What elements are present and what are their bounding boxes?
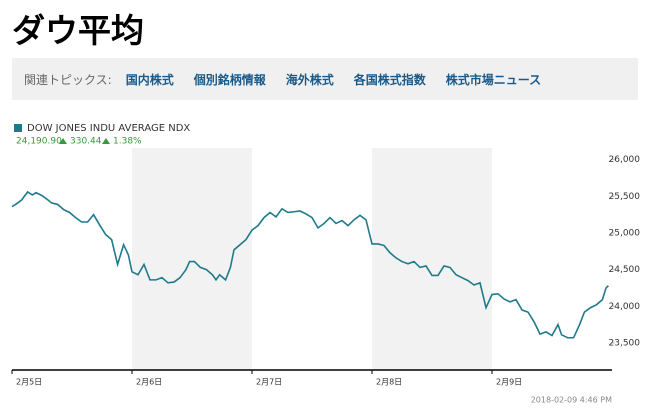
- quote-last: 24,190.90: [16, 137, 62, 147]
- quote-change: 330.44: [70, 137, 102, 147]
- x-tick-label: 2月8日: [376, 378, 402, 387]
- topic-link[interactable]: 個別銘柄情報: [193, 72, 266, 87]
- topic-link[interactable]: 海外株式: [285, 72, 334, 87]
- day-band: [132, 148, 252, 370]
- y-tick-label: 24,500: [609, 265, 641, 275]
- up-arrow: [102, 138, 110, 144]
- series-line: [11, 190, 609, 339]
- plot: 23,500 24,000 24,500 25,000 25,500 26,000 2月5日…: [11, 148, 641, 387]
- topic-link[interactable]: 国内株式: [125, 72, 174, 87]
- topics-bar: 関連トピックス: 国内株式 個別銘柄情報 海外株式 各国株式指数 株式市場ニュース: [12, 58, 638, 100]
- up-arrow: [59, 138, 67, 144]
- x-tick-label: 2月9日: [496, 378, 522, 387]
- x-tick-label: 2月6日: [136, 378, 162, 387]
- y-tick-label: 23,500: [609, 338, 641, 348]
- quote-change-pct: 1.38%: [113, 137, 142, 147]
- y-tick-label: 26,000: [609, 155, 641, 165]
- page-title: ダウ平均: [12, 11, 144, 50]
- y-tick-label: 25,000: [609, 228, 641, 238]
- timestamp: 2018-02-09 4:46 PM: [531, 396, 612, 405]
- day-band: [372, 148, 492, 370]
- x-tick-label: 2月5日: [16, 378, 42, 387]
- y-tick-label: 24,000: [609, 302, 641, 312]
- topic-link[interactable]: 株式市場ニュース: [445, 72, 542, 87]
- topics-label: 関連トピックス:: [24, 72, 112, 87]
- y-tick-label: 25,500: [609, 192, 641, 202]
- topic-link[interactable]: 各国株式指数: [353, 72, 426, 87]
- x-tick-label: 2月7日: [256, 378, 282, 387]
- chart: 23,500 24,000 24,500 25,000 25,500 26,000 2月5日…: [11, 123, 641, 405]
- legend-swatch: [14, 124, 22, 132]
- legend-label: DOW JONES INDU AVERAGE NDX: [27, 123, 190, 134]
